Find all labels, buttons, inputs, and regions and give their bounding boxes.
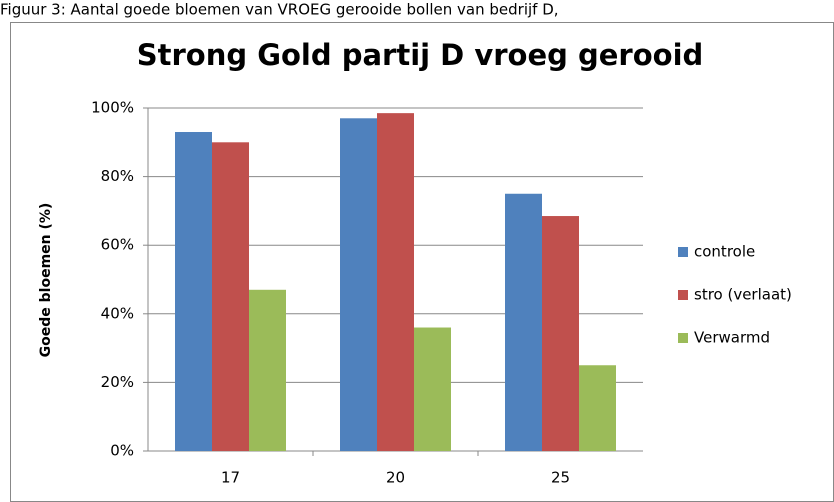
y-tick-label: 100% (91, 99, 134, 117)
bar (212, 142, 249, 452)
bar (579, 365, 616, 451)
y-axis-label: Goede bloemen (%) (38, 203, 54, 358)
x-tick-label: 25 (551, 469, 570, 487)
legend-label: stro (verlaat) (694, 286, 792, 304)
bar (505, 193, 542, 451)
bar (377, 113, 414, 452)
caption: Figuur 3: Aantal goede bloemen van VROEG… (0, 1, 559, 19)
bar (340, 118, 377, 451)
legend-label: controle (694, 243, 755, 261)
y-tick-label: 40% (101, 304, 134, 322)
y-tick-label: 60% (101, 236, 134, 254)
legend-swatch (678, 333, 688, 343)
bar (175, 132, 212, 451)
y-tick-label: 0% (110, 442, 134, 460)
y-tick-label: 80% (101, 167, 134, 185)
bar (414, 327, 451, 451)
y-tick-label: 20% (101, 373, 134, 391)
legend-swatch (678, 290, 688, 300)
x-tick-label: 20 (386, 469, 405, 487)
x-tick-label: 17 (221, 469, 240, 487)
legend-swatch (678, 247, 688, 257)
bar (249, 289, 286, 451)
legend-label: Verwarmd (694, 329, 770, 347)
chart-title: Strong Gold partij D vroeg gerooid (137, 38, 704, 72)
bar (542, 216, 579, 451)
